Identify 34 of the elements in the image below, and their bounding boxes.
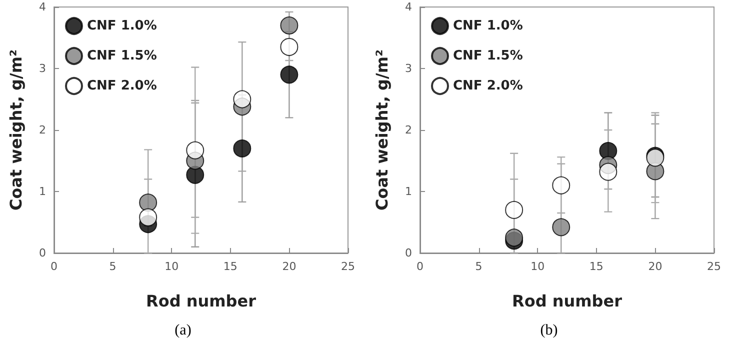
y-tick-label: 0 xyxy=(405,246,412,260)
text: (a) xyxy=(174,322,192,338)
y-axis-title: Coat weight, g/m² xyxy=(6,50,26,210)
legend-label: CNF 1.5% xyxy=(87,48,157,64)
x-tick-label: 20 xyxy=(282,260,296,273)
y-tick-label: 2 xyxy=(405,124,412,136)
x-tick-label: 5 xyxy=(109,260,116,273)
x-tick-label: 20 xyxy=(648,260,662,273)
x-tick-label: 0 xyxy=(50,260,58,273)
x-axis-title: Rod number xyxy=(146,292,256,310)
y-tick-label: 3 xyxy=(405,62,412,75)
legend-label: CNF 2.0% xyxy=(453,78,523,94)
y-tick-label: 4 xyxy=(405,0,412,14)
x-tick-label: 15 xyxy=(589,260,604,273)
y-axis-title: Coat weight, g/m² xyxy=(372,50,392,210)
x-tick-label: 25 xyxy=(341,260,355,273)
x-axis-title: Rod number xyxy=(512,292,622,310)
legend-label: CNF 1.0% xyxy=(87,18,157,34)
y-tick-label: 2 xyxy=(39,124,46,136)
legend-label: CNF 1.5% xyxy=(453,48,523,64)
x-tick-label: 0 xyxy=(416,260,424,273)
y-tick-label: 0 xyxy=(39,246,46,260)
text: (b) xyxy=(540,322,558,338)
legend-label: CNF 2.0% xyxy=(87,78,157,94)
y-tick-label: 1 xyxy=(405,185,412,198)
x-tick-label: 5 xyxy=(475,260,482,273)
legend-label: CNF 1.0% xyxy=(453,18,523,34)
y-tick-label: 1 xyxy=(39,185,46,198)
x-tick-label: 10 xyxy=(164,260,179,273)
x-tick-label: 10 xyxy=(530,260,545,273)
x-tick-label: 15 xyxy=(223,260,238,273)
x-tick-label: 25 xyxy=(707,260,721,273)
y-tick-label: 4 xyxy=(39,0,46,14)
y-tick-label: 3 xyxy=(39,62,46,75)
